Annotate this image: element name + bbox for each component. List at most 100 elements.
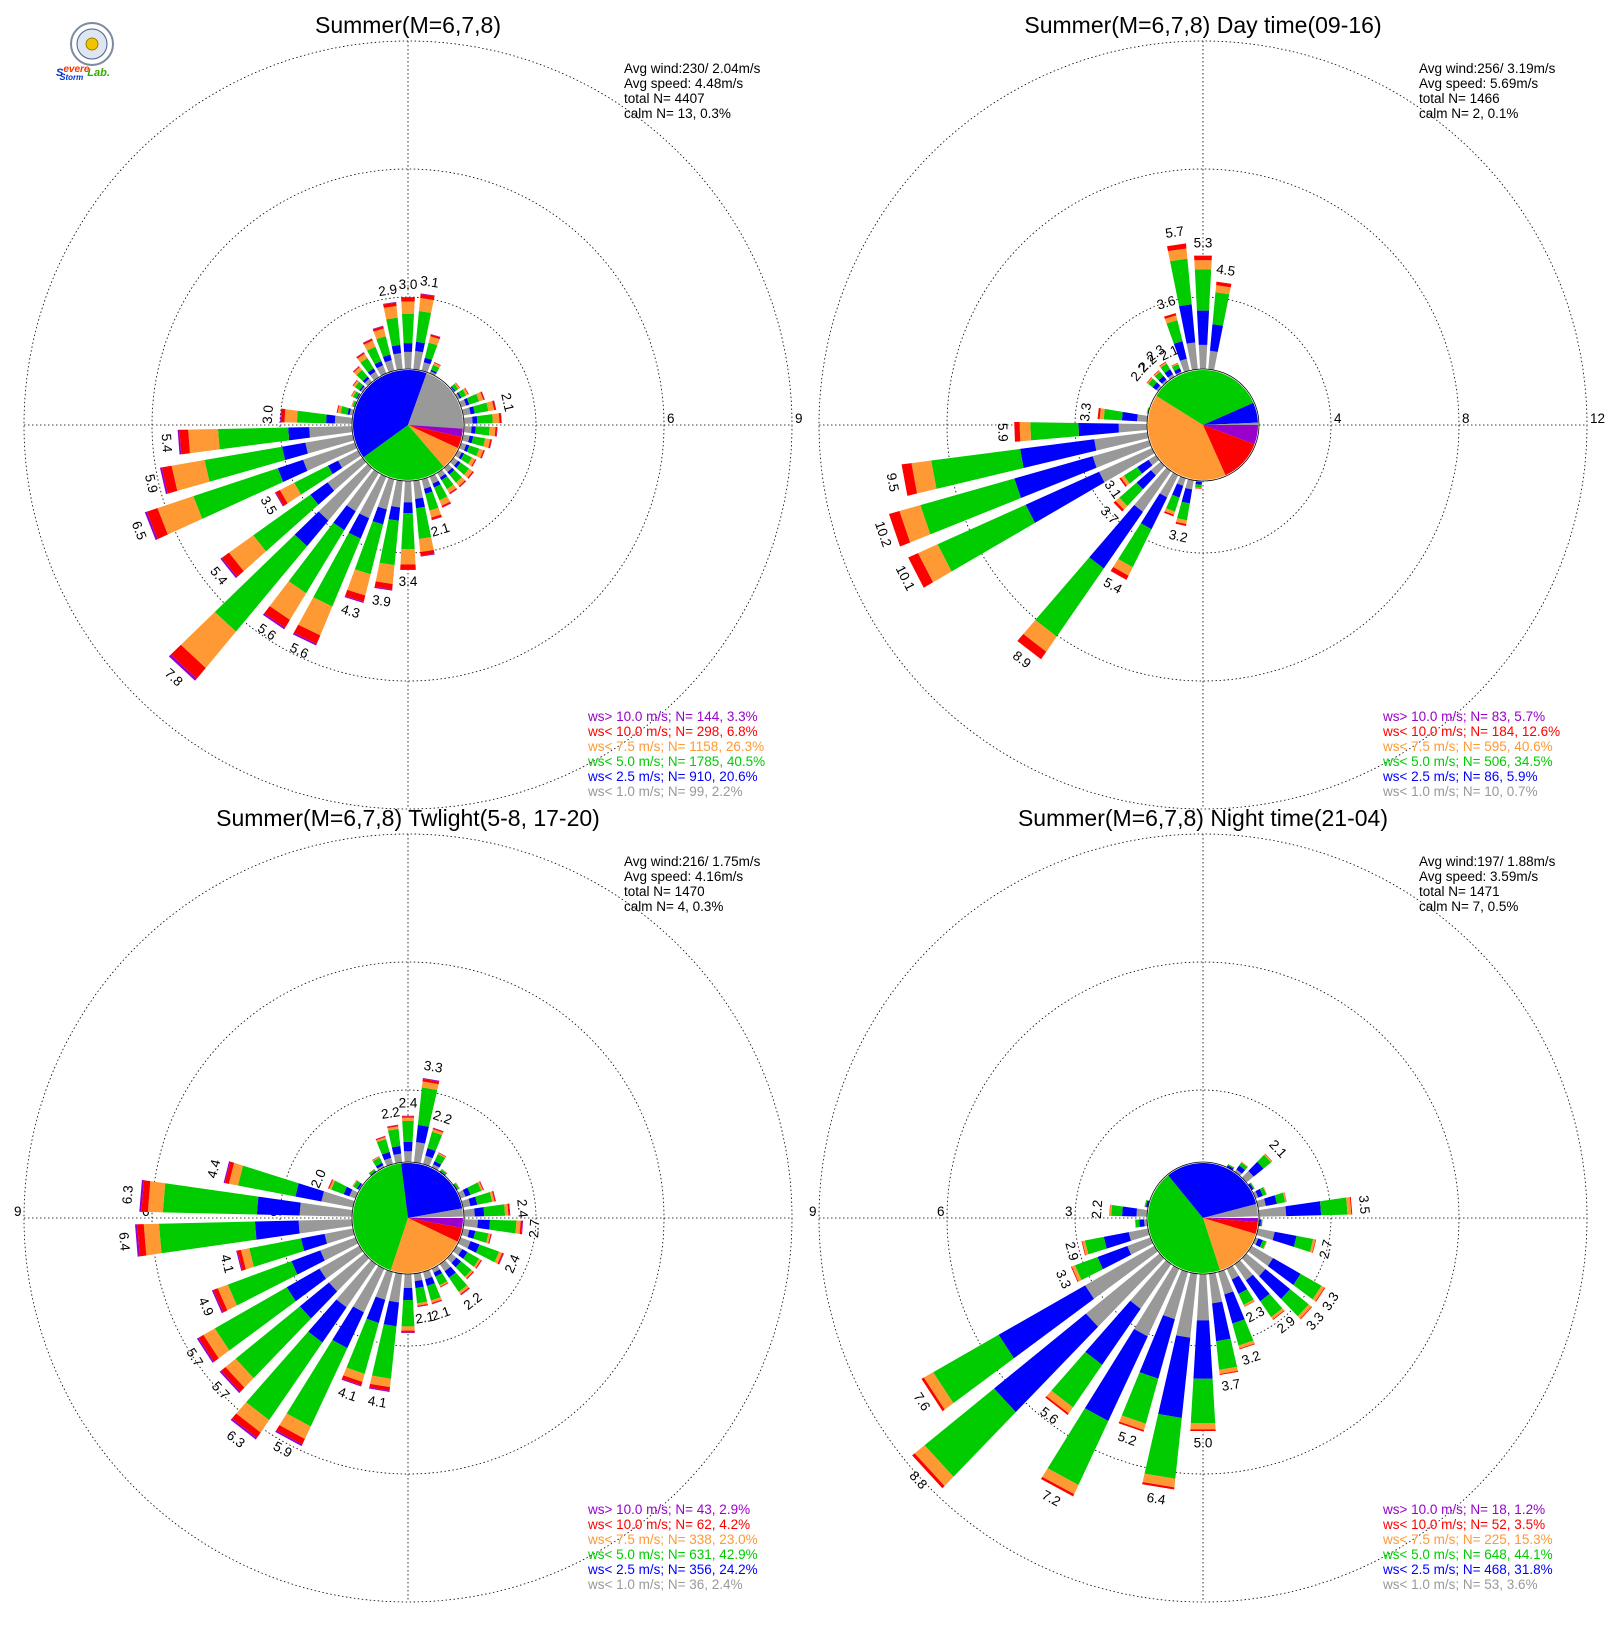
bar-segment-ws_lt_2_5 — [383, 1300, 400, 1327]
bar-segment-ws_lt_2_5 — [472, 416, 478, 424]
bar-segment-ws_lt_2_5 — [1089, 505, 1143, 569]
direction-bar — [439, 1259, 470, 1296]
direction-bar — [460, 400, 497, 416]
bar-segment-ws_lt_1 — [1255, 1198, 1266, 1208]
bar-segment-ws_lt_2_5 — [423, 486, 433, 494]
direction-bar — [196, 1245, 364, 1363]
bar-segment-ws_gt_10 — [368, 1387, 390, 1392]
bar-segment-ws_lt_7_5 — [372, 1156, 380, 1162]
legend-entry-ws_lt_5: ws< 5.0 m/s; N= 648, 44.1% — [1382, 1547, 1553, 1562]
bar-segment-ws_lt_5 — [431, 364, 440, 373]
bar-total-label: 8.8 — [906, 1468, 930, 1492]
bar-segment-ws_lt_5 — [1166, 494, 1180, 512]
direction-bar — [1175, 477, 1194, 526]
bar-segment-ws_lt_5 — [376, 1138, 390, 1155]
direction-bar — [901, 432, 1150, 496]
bar-segment-ws_gt_10 — [374, 586, 393, 591]
bar-segment-ws_gt_10 — [352, 365, 360, 372]
bar-segment-ws_lt_5 — [356, 369, 368, 382]
logo-wordmark: Severe Storm Lab. — [56, 64, 110, 82]
bar-segment-ws_lt_10 — [401, 1330, 415, 1333]
bar-segment-ws_lt_5 — [401, 1299, 415, 1327]
bar-segment-ws_lt_7_5 — [417, 1301, 428, 1306]
bar-segment-ws_lt_5 — [441, 476, 454, 490]
pie-slice-ws_gt_10 — [408, 425, 463, 437]
legend-entry-ws_lt_10: ws< 10.0 m/s; N= 298, 6.8% — [587, 724, 758, 739]
bar-segment-ws_lt_1 — [1118, 423, 1149, 433]
bar-segment-ws_lt_2_5 — [469, 406, 475, 415]
pie-slice-ws_lt_1 — [408, 373, 463, 429]
bar-segment-ws_lt_2_5 — [343, 1186, 353, 1197]
bar-segment-ws_lt_7_5 — [298, 597, 333, 636]
pie-slice-ws_gt_10 — [1203, 1218, 1258, 1223]
bar-segment-ws_lt_7_5 — [351, 400, 355, 407]
bar-segment-ws_lt_7_5 — [370, 1375, 391, 1388]
bar-segment-ws_lt_10 — [488, 1233, 492, 1244]
bar-segment-ws_lt_10 — [1300, 1306, 1313, 1320]
bar-segment-ws_lt_1 — [337, 449, 362, 468]
bar-segment-ws_lt_2_5 — [332, 1306, 364, 1349]
bar-segment-ws_gt_10 — [372, 325, 384, 330]
bar-segment-ws_lt_5 — [425, 491, 439, 511]
bar-segment-ws_lt_7_5 — [492, 413, 500, 424]
bar-segment-ws_lt_2_5 — [286, 1268, 327, 1302]
bar-segment-ws_lt_7_5 — [486, 400, 495, 412]
bar-segment-ws_lt_10 — [161, 465, 178, 494]
bar-segment-ws_lt_2_5 — [1224, 1291, 1245, 1324]
bar-segment-ws_gt_10 — [420, 553, 435, 557]
bar-segment-ws_lt_5 — [475, 426, 490, 436]
bar-segment-ws_lt_1 — [421, 476, 431, 489]
ring-label-9: 9 — [809, 1204, 817, 1219]
bar-segment-ws_lt_1 — [1085, 1252, 1165, 1327]
pie-slice-ws_lt_7_5 — [1147, 395, 1226, 480]
bar-segment-ws_lt_10 — [1284, 1192, 1287, 1203]
bar-segment-ws_lt_5 — [426, 1283, 441, 1301]
bar-total-label: 3.2 — [1167, 527, 1189, 546]
ring-label-6: 6 — [937, 1204, 945, 1219]
bar-segment-ws_gt_10 — [434, 361, 441, 366]
bar-segment-ws_lt_5 — [1274, 1192, 1286, 1204]
bar-segment-ws_lt_10 — [137, 1224, 147, 1257]
bar-segment-ws_lt_7_5 — [489, 1191, 495, 1202]
bar-segment-ws_lt_1 — [413, 478, 424, 499]
bar-segment-ws_lt_5 — [372, 1157, 383, 1167]
bar-segment-ws_lt_2_5 — [468, 435, 474, 444]
bar-segment-ws_lt_7_5 — [1023, 620, 1057, 652]
bar-segment-ws_lt_7_5 — [188, 428, 220, 454]
bar-total-label: 2.4 — [502, 1252, 523, 1276]
bar-segment-ws_lt_2_5 — [1139, 1219, 1145, 1228]
bar-segment-ws_lt_1 — [431, 1164, 440, 1172]
bar-segment-ws_lt_1 — [1234, 1169, 1242, 1177]
bar-segment-ws_lt_10 — [146, 508, 168, 540]
bar-segment-ws_lt_10 — [1312, 1239, 1317, 1253]
bar-segment-ws_lt_2_5 — [375, 1162, 384, 1169]
wind-rose-panel-1: 6 93.0 3.12.12.13.43.94.35.65.67.85.43.56.… — [23, 12, 803, 810]
legend-entry-ws_lt_7_5: ws< 7.5 m/s; N= 338, 23.0% — [587, 1532, 758, 1547]
bar-segment-ws_lt_5 — [1259, 1240, 1267, 1249]
bar-segment-ws_lt_10 — [1263, 1186, 1268, 1195]
stat-total: total N= 1466 — [1419, 91, 1500, 106]
direction-bar — [458, 442, 485, 459]
bar-segment-ws_lt_1 — [364, 378, 373, 387]
bar-segment-ws_lt_10 — [213, 1288, 228, 1313]
bar-segment-ws_lt_2_5 — [1139, 1315, 1175, 1379]
bar-segment-ws_lt_2_5 — [291, 1250, 325, 1275]
bar-segment-ws_lt_10 — [908, 553, 934, 588]
bar-segment-ws_lt_10 — [475, 1259, 482, 1269]
bar-segment-ws_lt_2_5 — [310, 482, 335, 505]
bar-segment-ws_gt_10 — [236, 1250, 243, 1271]
bar-segment-ws_lt_5 — [434, 484, 448, 501]
bar-segment-ws_lt_5 — [346, 1318, 379, 1374]
pie-slice-ws_lt_1 — [408, 1208, 463, 1218]
pie-slice-ws_lt_2_5 — [401, 1163, 463, 1218]
bar-segment-ws_lt_10 — [1164, 313, 1177, 319]
direction-bar — [341, 1268, 394, 1387]
bar-segment-ws_lt_5 — [466, 393, 480, 405]
bar-segment-ws_lt_2_5 — [295, 1183, 324, 1202]
bar-segment-ws_lt_1 — [1255, 1228, 1275, 1241]
bar-segment-ws_lt_2_5 — [256, 1196, 301, 1216]
bar-segment-ws_lt_7_5 — [401, 301, 415, 314]
bar-segment-ws_lt_2_5 — [453, 1183, 458, 1191]
bar-segment-ws_lt_7_5 — [914, 1445, 954, 1486]
bar-segment-ws_lt_2_5 — [416, 1124, 429, 1144]
